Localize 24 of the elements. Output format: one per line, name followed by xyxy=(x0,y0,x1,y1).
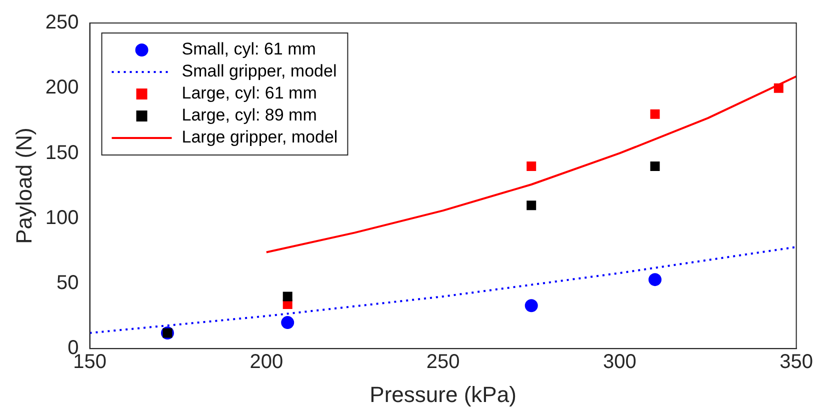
point xyxy=(650,162,660,172)
point xyxy=(282,292,292,302)
y-tick-label: 50 xyxy=(56,272,79,294)
x-axis-title: Pressure (kPa) xyxy=(370,382,516,407)
legend-label: Small gripper, model xyxy=(182,62,337,81)
y-tick-label: 250 xyxy=(45,12,79,34)
x-tick-label: 250 xyxy=(426,351,460,374)
point xyxy=(524,299,538,312)
x-tick-label: 300 xyxy=(602,351,636,374)
point xyxy=(526,162,536,172)
legend-label: Large gripper, model xyxy=(182,128,338,147)
y-axis-title: Payload (N) xyxy=(11,128,36,244)
y-tick-label: 200 xyxy=(45,76,79,99)
y-tick-label: 150 xyxy=(45,142,79,164)
point xyxy=(650,109,660,119)
point xyxy=(526,200,536,210)
legend-label: Large, cyl: 61 mm xyxy=(182,84,317,103)
x-tick-label: 350 xyxy=(780,351,814,374)
legend-label: Small, cyl: 61 mm xyxy=(182,40,316,59)
legend-label: Large, cyl: 89 mm xyxy=(182,106,317,125)
y-tick-label: 100 xyxy=(45,206,79,229)
x-tick-label: 200 xyxy=(250,351,284,374)
point xyxy=(648,273,662,286)
point xyxy=(281,316,294,330)
